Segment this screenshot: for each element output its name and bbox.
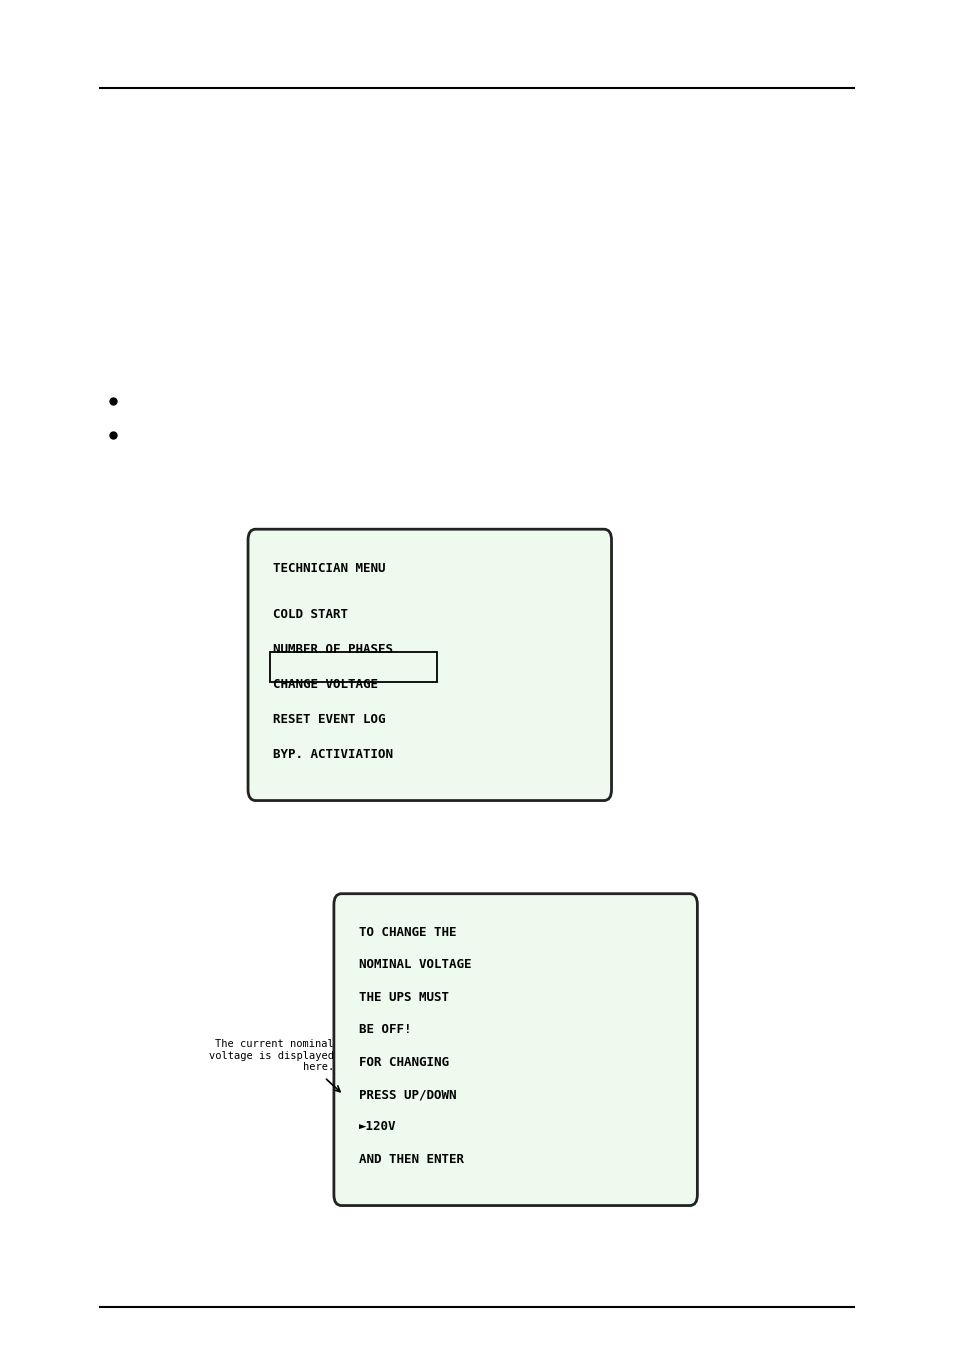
Text: RESET EVENT LOG: RESET EVENT LOG [273,713,385,726]
FancyBboxPatch shape [248,529,611,801]
Text: NOMINAL VOLTAGE: NOMINAL VOLTAGE [358,958,471,972]
Text: THE UPS MUST: THE UPS MUST [358,991,448,1004]
Text: COLD START: COLD START [273,608,348,621]
Text: ►120V: ►120V [358,1120,395,1134]
Text: AND THEN ENTER: AND THEN ENTER [358,1153,463,1166]
Bar [270,652,436,682]
Text: NUMBER OF PHASES: NUMBER OF PHASES [273,643,393,656]
Text: The current nominal
voltage is displayed
here.: The current nominal voltage is displayed… [209,1040,334,1072]
Text: BYP. ACTIVIATION: BYP. ACTIVIATION [273,748,393,761]
Text: TECHNICIAN MENU: TECHNICIAN MENU [273,562,385,575]
Text: FOR CHANGING: FOR CHANGING [358,1056,448,1069]
Text: CHANGE VOLTAGE: CHANGE VOLTAGE [273,678,377,691]
Text: TO CHANGE THE: TO CHANGE THE [358,926,456,940]
FancyBboxPatch shape [334,894,697,1206]
Text: BE OFF!: BE OFF! [358,1023,411,1037]
Text: PRESS UP/DOWN: PRESS UP/DOWN [358,1088,456,1102]
